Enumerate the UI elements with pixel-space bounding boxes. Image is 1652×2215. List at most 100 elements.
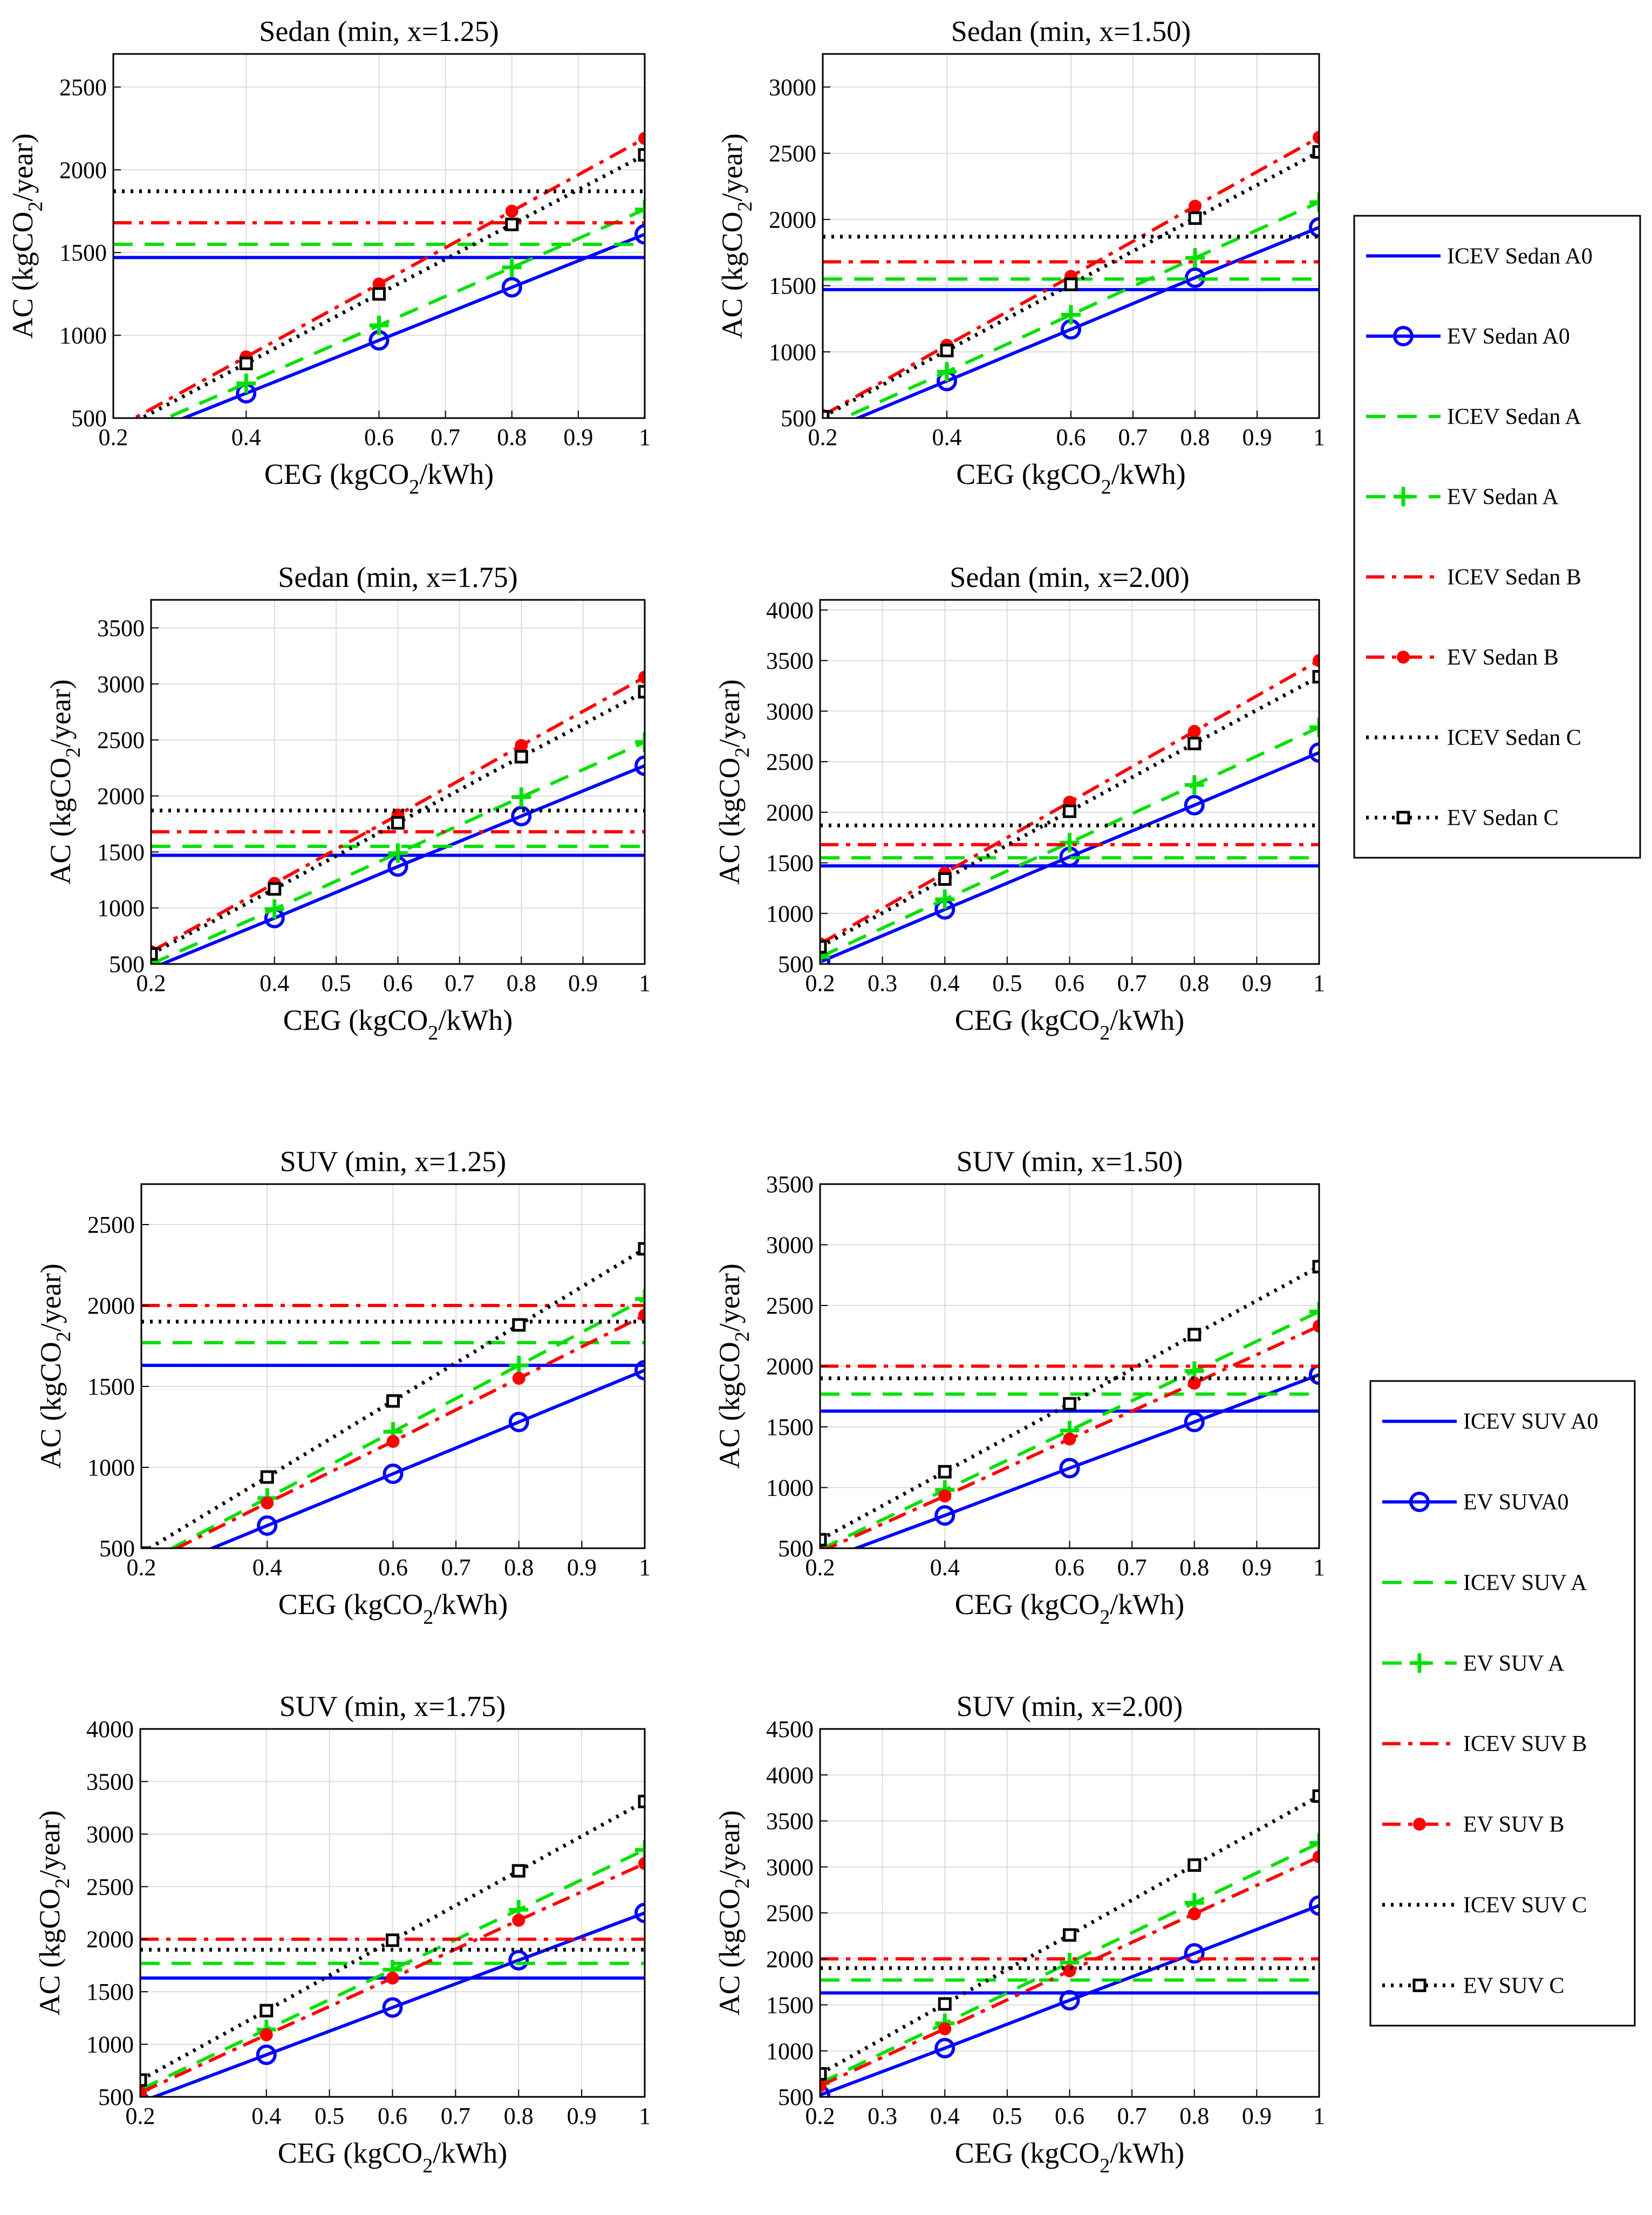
data-point [938, 1465, 952, 1479]
y-tick-label: 2500 [766, 749, 814, 775]
data-point [261, 1496, 274, 1509]
x-tick-label: 0.8 [1179, 2103, 1209, 2129]
data-point [634, 224, 645, 245]
data-point [140, 2086, 147, 2097]
x-tick-label: 0.7 [431, 424, 460, 450]
y-tick-label: 2000 [766, 799, 814, 826]
x-tick-label: 0.2 [127, 1554, 156, 1581]
x-tick-label: 0.6 [1055, 2103, 1084, 2129]
data-point [515, 739, 528, 752]
y-tick-label: 1500 [766, 1414, 814, 1440]
legend-entry-ev-suv-c: EV SUV C [1382, 1973, 1565, 1998]
x-tick-label: 0.4 [932, 424, 962, 450]
data-point [386, 1971, 399, 1985]
x-tick-label: 0.6 [1055, 1554, 1084, 1581]
y-tick-label: 3500 [86, 1768, 134, 1795]
data-point [938, 1489, 952, 1503]
y-tick-label: 500 [98, 2084, 134, 2110]
data-point [512, 1372, 525, 1385]
x-tick-label: 0.7 [1117, 2103, 1147, 2129]
y-axis-label: AC (kgCO2/year) [35, 1263, 75, 1468]
data-point [635, 1289, 645, 1309]
data-point [1312, 1789, 1319, 1803]
series-ev-suv-c [140, 1794, 645, 2087]
y-axis-label: AC (kgCO2/year) [44, 679, 85, 884]
legend-marker-sample [1412, 1978, 1426, 1992]
data-point [1312, 145, 1319, 159]
series-ev-sedan-a [151, 732, 645, 964]
chart-title: Sedan (min, x=1.50) [951, 15, 1191, 47]
x-tick-label: 0.7 [1117, 970, 1147, 996]
y-tick-label: 500 [781, 405, 816, 432]
data-point [820, 1533, 827, 1547]
data-point [1059, 1458, 1080, 1479]
legend-marker-sample [1409, 1492, 1430, 1513]
legend-marker-sample [1397, 651, 1410, 664]
y-tick-label: 500 [778, 951, 814, 977]
series-ev-suv-b [820, 1850, 1319, 2093]
data-point [638, 671, 645, 684]
y-axis-label: AC (kgCO2/year) [713, 1263, 754, 1468]
x-tick-label: 0.8 [507, 970, 536, 996]
series-ev-suv-c [820, 1789, 1319, 2081]
data-point [501, 277, 522, 298]
x-tick-label: 0.2 [805, 2103, 835, 2129]
series-line [820, 1904, 1319, 2097]
data-point [386, 1933, 399, 1947]
data-point [256, 2045, 277, 2066]
x-tick-label: 0.2 [126, 2103, 155, 2129]
data-point [508, 1412, 529, 1432]
series-ev-sedan-c [823, 145, 1319, 418]
x-axis-label: CEG (kgCO2/kWh) [278, 2137, 507, 2177]
series-line [151, 741, 645, 964]
legend-entry-ev-suv-a: EV SUV A [1382, 1651, 1565, 1676]
x-tick-label: 0.2 [136, 970, 166, 996]
chart-title: Sedan (min, x=2.00) [950, 561, 1189, 593]
legend-label: ICEV SUV A [1463, 1570, 1587, 1595]
data-point [638, 1794, 645, 1808]
y-axis-label: AC (kgCO2/year) [33, 1810, 74, 2015]
data-point [511, 805, 532, 826]
x-tick-label: 0.9 [568, 970, 598, 996]
y-tick-label: 1500 [97, 839, 145, 865]
y-tick-label: 2000 [766, 1946, 814, 1972]
legend-entry-icev-suv-c: ICEV SUV C [1382, 1893, 1587, 1918]
data-point [1309, 217, 1319, 238]
data-point [388, 843, 408, 863]
legend-entry-icev-suv-a0: ICEV SUV A0 [1382, 1410, 1599, 1434]
legend-marker-sample [1413, 1817, 1426, 1831]
x-tick-label: 0.4 [260, 970, 289, 996]
legend-label: ICEV SUV A0 [1463, 1410, 1599, 1434]
data-point [1063, 1432, 1076, 1446]
x-axis-label: CEG (kgCO2/kWh) [264, 458, 494, 498]
x-tick-label: 0.8 [497, 424, 527, 450]
legend-entry-ev-sedan-a0: EV Sedan A0 [1366, 324, 1570, 349]
plot-area [113, 132, 645, 418]
data-point [260, 1470, 274, 1484]
data-point [260, 2028, 273, 2042]
x-tick-label: 0.7 [1118, 424, 1148, 450]
x-tick-label: 0.7 [441, 1554, 471, 1581]
y-tick-label: 2000 [769, 207, 816, 233]
y-tick-label: 3000 [86, 1821, 134, 1848]
legend-sedan: ICEV Sedan A0 EV Sedan A0 ICEV Sedan A EV S… [1353, 215, 1641, 859]
x-tick-label: 0.8 [1179, 1554, 1209, 1581]
y-tick-label: 2500 [59, 74, 107, 100]
grid [820, 1728, 1320, 2097]
x-tick-label: 0.9 [1242, 2103, 1272, 2129]
x-tick-label: 0.9 [567, 2103, 597, 2129]
y-tick-label: 500 [109, 951, 145, 977]
data-point [1185, 248, 1205, 268]
x-tick-label: 0.9 [567, 1554, 597, 1581]
x-tick-label: 0.6 [1055, 970, 1084, 996]
data-point [638, 148, 645, 162]
y-tick-label: 500 [778, 1535, 814, 1562]
legend-label: ICEV Sedan C [1447, 726, 1581, 750]
data-point [820, 947, 830, 964]
chart-title: SUV (min, x=2.00) [957, 1690, 1183, 1722]
x-axis-label: CEG (kgCO2/kWh) [956, 458, 1185, 498]
y-tick-label: 2000 [87, 1293, 135, 1319]
y-tick-label: 3000 [769, 74, 816, 100]
chart-panel-6: 0.2 0.4 0.6 0.7 0.8 0.9 1500100015002000250030… [713, 1145, 1325, 1629]
x-tick-label: 0.3 [868, 970, 897, 996]
